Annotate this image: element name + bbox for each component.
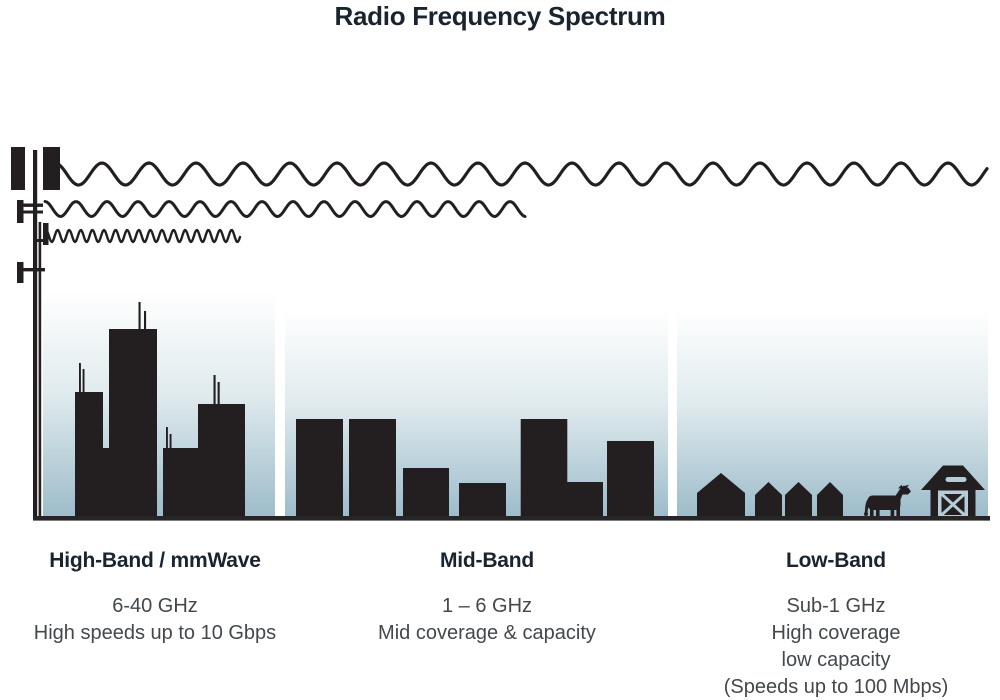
radio-waves [43,161,989,244]
highband-skyline [75,302,245,518]
skyscraper-icon [75,392,103,518]
house-icon [755,482,782,518]
building-icon [349,419,396,518]
low-band-description-3: (Speeds up to 100 Mbps) [723,676,949,698]
cow-icon [864,484,911,519]
low-band-description-2: low capacity [781,649,891,671]
high-band-wave-icon [44,228,242,244]
house-icon [697,473,745,518]
skyscraper-icon [109,329,157,518]
mid-band-wave-icon [43,200,527,218]
building-icon [403,468,449,518]
house-icon [785,482,812,518]
building-icon [296,419,343,518]
high-band-frequency: 6-40 GHz [112,595,198,617]
mid-band-description: Mid coverage & capacity [378,622,596,644]
low-band-frequency: Sub-1 GHz [786,595,886,617]
house-icon [817,482,843,518]
low-band-wave-icon [53,161,989,187]
lowband-scene [697,465,985,519]
mid-band-heading: Mid-Band [439,549,535,572]
high-band-heading: High-Band / mmWave [49,549,261,572]
band-label-mid-band: Mid-Band 1 – 6 GHz Mid coverage & capaci… [332,549,642,647]
building-icon [567,482,603,518]
midband-skyline [296,419,654,518]
barn-icon [921,465,985,518]
ground-line [33,516,990,521]
mid-band-frequency: 1 – 6 GHz [441,595,533,617]
page-title: Radio Frequency Spectrum [334,1,666,31]
building-icon [520,419,568,518]
skyscraper-icon [198,404,245,518]
low-band-heading: Low-Band [786,549,886,572]
high-band-description: High speeds up to 10 Gbps [33,622,277,644]
cell-tower-icon [11,147,60,518]
building-icon [607,441,654,518]
building-icon [163,448,198,518]
building-icon [459,483,506,518]
barn-vent [945,477,967,482]
band-label-low-band: Low-Band Sub-1 GHz High coverage low cap… [681,549,991,700]
low-band-description-1: High coverage [771,622,901,644]
band-label-high-band: High-Band / mmWave 6-40 GHz High speeds … [0,549,310,647]
